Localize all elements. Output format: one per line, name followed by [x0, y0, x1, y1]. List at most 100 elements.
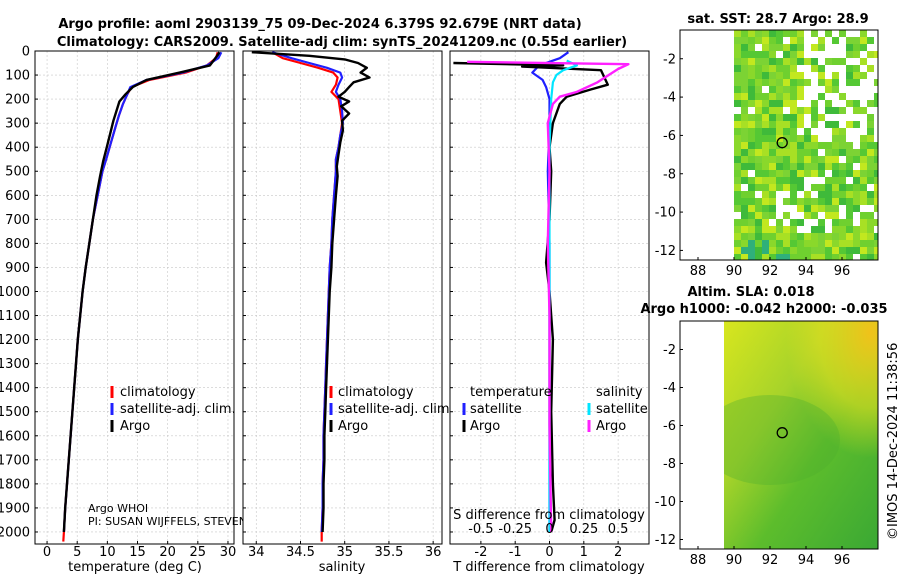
- sst-map-xtick-label-90: 90: [726, 264, 743, 279]
- sst-cell: [776, 100, 784, 108]
- sst-cell: [797, 156, 805, 164]
- sst-cell: [734, 177, 742, 185]
- sst-cell: [734, 121, 742, 129]
- sst-cell: [741, 233, 749, 241]
- sst-cell: [853, 142, 861, 150]
- sst-cell: [874, 51, 878, 59]
- sst-cell: [734, 72, 742, 80]
- sst-cell: [790, 156, 798, 164]
- sst-cell: [839, 86, 847, 94]
- sst-cell: [797, 163, 805, 171]
- sst-cell: [818, 114, 826, 122]
- sst-cell: [755, 93, 763, 101]
- sst-cell: [825, 184, 833, 192]
- sst-cell: [797, 142, 805, 150]
- sst-cell: [874, 100, 878, 108]
- sst-cell: [755, 79, 763, 87]
- sst-cell: [804, 233, 812, 241]
- sst-cell: [853, 128, 861, 136]
- sst-cell: [748, 142, 756, 150]
- sst-cell: [804, 30, 812, 38]
- sst-cell: [853, 219, 861, 227]
- sal-diff-tick-label-4: 0.5: [608, 522, 629, 537]
- sst-cell: [825, 44, 833, 52]
- sst-cell: [874, 65, 878, 73]
- sst-cell: [804, 100, 812, 108]
- temperature-grid: [35, 50, 234, 544]
- sst-cell: [734, 198, 742, 206]
- sst-cell: [783, 247, 791, 255]
- sst-cell: [832, 163, 840, 171]
- sst-cell: [853, 135, 861, 143]
- sst-cell: [860, 51, 868, 59]
- sal-legend-label-satellite-adj: satellite-adj. clim.: [338, 402, 454, 417]
- sst-cell: [846, 114, 854, 122]
- sst-cell: [853, 107, 861, 115]
- sst-cell: [783, 198, 791, 206]
- sst-cell: [832, 240, 840, 248]
- sst-cell: [818, 37, 826, 45]
- sst-cell: [811, 205, 819, 213]
- sst-cell: [741, 226, 749, 234]
- sst-cell: [762, 72, 770, 80]
- sst-cell: [790, 198, 798, 206]
- sst-cell: [741, 121, 749, 129]
- sst-cell: [832, 198, 840, 206]
- sst-cell: [839, 191, 847, 199]
- sst-cell: [846, 121, 854, 129]
- sst-cell: [748, 233, 756, 241]
- sst-cell: [853, 44, 861, 52]
- sst-cell: [748, 219, 756, 227]
- sst-cell: [776, 247, 784, 255]
- sst-cell: [853, 93, 861, 101]
- sst-cell: [860, 135, 868, 143]
- temperature-ticks: 0100200300400500600700800900100011001200…: [0, 45, 236, 561]
- sal-diff-tick-label-1: -0.25: [498, 522, 532, 537]
- temp-xtick-label-15: 15: [129, 545, 146, 560]
- diff-series-salinity-argo: [467, 60, 630, 533]
- sla-map-ticks: 88 90 92 94 96 -2 -4 -6 -8 -10 -12: [655, 343, 851, 568]
- sst-cell: [811, 135, 819, 143]
- sst-cell: [734, 226, 742, 234]
- sst-cell: [755, 240, 763, 248]
- sst-cell: [762, 65, 770, 73]
- sst-cell: [769, 72, 777, 80]
- difference-secondary-xlabel: S difference from climatology: [453, 508, 645, 523]
- sst-cell: [762, 205, 770, 213]
- sst-cell: [860, 93, 868, 101]
- sst-cell: [776, 114, 784, 122]
- sst-cell: [860, 219, 868, 227]
- sst-cell: [769, 121, 777, 129]
- sst-cell: [825, 163, 833, 171]
- sst-cell: [860, 163, 868, 171]
- sst-cell: [783, 177, 791, 185]
- sst-cell: [755, 44, 763, 52]
- sst-cell: [804, 191, 812, 199]
- depth-tick-label-500: 500: [5, 165, 30, 180]
- sst-cell: [790, 191, 798, 199]
- sst-cell: [804, 240, 812, 248]
- sst-cell: [874, 44, 878, 52]
- sst-cell: [755, 51, 763, 59]
- sst-cell: [790, 100, 798, 108]
- sst-cell: [762, 198, 770, 206]
- sst-cell: [867, 191, 875, 199]
- sst-cell: [860, 233, 868, 241]
- sst-cell: [811, 184, 819, 192]
- temp-xtick-label-20: 20: [159, 545, 176, 560]
- sst-cell: [797, 128, 805, 136]
- sst-cell: [874, 219, 878, 227]
- sst-cell: [839, 100, 847, 108]
- sst-cell: [748, 79, 756, 87]
- sst-cell: [832, 219, 840, 227]
- sst-cell: [825, 233, 833, 241]
- sst-cell: [804, 170, 812, 178]
- sst-cell: [846, 233, 854, 241]
- sst-cell: [818, 240, 826, 248]
- sst-map-ytick-label--4: -4: [663, 91, 676, 106]
- sst-cell: [853, 149, 861, 157]
- sst-cell: [846, 191, 854, 199]
- sst-cell: [846, 247, 854, 255]
- depth-tick-label-700: 700: [5, 213, 30, 228]
- sst-cell: [790, 51, 798, 59]
